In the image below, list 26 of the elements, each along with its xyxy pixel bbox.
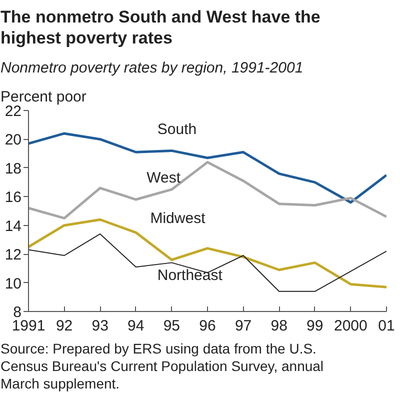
chart-subtitle: Nonmetro poverty rates by region, 1991-2001 — [0, 60, 304, 76]
y-tick-label: 18 — [4, 160, 22, 178]
y-tick-label: 20 — [4, 132, 22, 149]
chart-title: The nonmetro South and West have the highest poverty rates — [0, 8, 320, 48]
line-series — [28, 233, 386, 292]
series-label: Midwest — [150, 210, 206, 227]
x-tick-label: 99 — [306, 318, 324, 334]
x-tick-label: 95 — [163, 318, 180, 334]
y-tick-label: 14 — [4, 218, 22, 235]
x-tick-label: 98 — [270, 318, 288, 334]
x-tick-label: 92 — [56, 318, 73, 334]
y-axis-title: Percent poor — [0, 88, 86, 106]
y-tick-label: 16 — [4, 189, 22, 206]
x-tick-label: 93 — [92, 318, 108, 334]
series-label: Northeast — [157, 267, 224, 284]
x-tick-label: 01 — [378, 318, 395, 334]
y-tick-label: 12 — [4, 246, 22, 264]
x-tick-label: 96 — [199, 318, 216, 334]
source-note: Source: Prepared by ERS using data from the U.S. Census Bureau's Current Population Survey, annual March supplement. — [0, 340, 324, 392]
y-tick-label: 10 — [4, 275, 22, 292]
series-label: South — [157, 120, 197, 138]
x-tick-label: 94 — [128, 318, 144, 334]
x-tick-label: 2000 — [334, 318, 368, 334]
y-tick-label: 22 — [4, 103, 22, 120]
x-tick-label: 97 — [234, 318, 252, 334]
series-label: West — [146, 170, 182, 187]
